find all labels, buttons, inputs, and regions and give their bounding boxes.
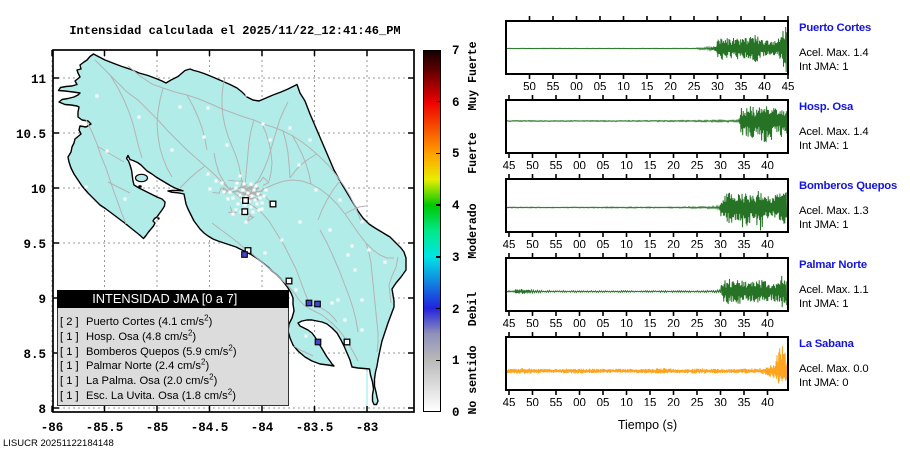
svg-text:25: 25 bbox=[691, 319, 704, 328]
svg-text:50: 50 bbox=[526, 240, 539, 249]
svg-text:10: 10 bbox=[620, 398, 633, 407]
svg-text:05: 05 bbox=[597, 161, 610, 170]
svg-text:20: 20 bbox=[667, 319, 680, 328]
svg-text:30: 30 bbox=[714, 240, 727, 249]
svg-text:25: 25 bbox=[688, 82, 701, 91]
svg-text:15: 15 bbox=[641, 82, 654, 91]
svg-text:10: 10 bbox=[620, 319, 633, 328]
svg-text:00: 00 bbox=[570, 82, 583, 91]
svg-text:20: 20 bbox=[667, 240, 680, 249]
svg-text:35: 35 bbox=[738, 319, 751, 328]
svg-text:30: 30 bbox=[714, 398, 727, 407]
svg-text:05: 05 bbox=[597, 398, 610, 407]
svg-text:15: 15 bbox=[644, 398, 657, 407]
svg-text:25: 25 bbox=[691, 240, 704, 249]
svg-text:35: 35 bbox=[735, 82, 748, 91]
svg-text:05: 05 bbox=[594, 82, 607, 91]
svg-text:45: 45 bbox=[503, 398, 516, 407]
svg-text:15: 15 bbox=[644, 161, 657, 170]
svg-text:50: 50 bbox=[523, 82, 536, 91]
svg-text:40: 40 bbox=[761, 240, 774, 249]
svg-text:20: 20 bbox=[667, 161, 680, 170]
svg-text:55: 55 bbox=[547, 82, 560, 91]
svg-text:40: 40 bbox=[761, 398, 774, 407]
svg-text:30: 30 bbox=[711, 82, 724, 91]
svg-text:50: 50 bbox=[526, 398, 539, 407]
svg-text:00: 00 bbox=[573, 319, 586, 328]
svg-text:00: 00 bbox=[573, 240, 586, 249]
svg-text:05: 05 bbox=[597, 319, 610, 328]
svg-text:10: 10 bbox=[620, 240, 633, 249]
svg-text:45: 45 bbox=[503, 161, 516, 170]
svg-text:30: 30 bbox=[714, 319, 727, 328]
svg-text:25: 25 bbox=[691, 161, 704, 170]
svg-text:50: 50 bbox=[526, 161, 539, 170]
svg-text:10: 10 bbox=[620, 161, 633, 170]
svg-text:00: 00 bbox=[573, 161, 586, 170]
svg-text:35: 35 bbox=[738, 398, 751, 407]
svg-text:20: 20 bbox=[667, 398, 680, 407]
svg-text:40: 40 bbox=[758, 82, 771, 91]
svg-text:00: 00 bbox=[573, 398, 586, 407]
svg-text:45: 45 bbox=[503, 319, 516, 328]
svg-text:30: 30 bbox=[714, 161, 727, 170]
svg-text:40: 40 bbox=[761, 161, 774, 170]
svg-text:45: 45 bbox=[503, 240, 516, 249]
svg-text:35: 35 bbox=[738, 240, 751, 249]
svg-text:55: 55 bbox=[550, 240, 563, 249]
svg-text:55: 55 bbox=[550, 319, 563, 328]
svg-text:50: 50 bbox=[526, 319, 539, 328]
svg-text:55: 55 bbox=[550, 398, 563, 407]
svg-text:40: 40 bbox=[761, 319, 774, 328]
svg-text:45: 45 bbox=[782, 82, 795, 91]
svg-text:25: 25 bbox=[691, 398, 704, 407]
svg-text:35: 35 bbox=[738, 161, 751, 170]
svg-text:15: 15 bbox=[644, 240, 657, 249]
svg-text:05: 05 bbox=[597, 240, 610, 249]
svg-text:10: 10 bbox=[617, 82, 630, 91]
svg-text:15: 15 bbox=[644, 319, 657, 328]
svg-text:55: 55 bbox=[550, 161, 563, 170]
svg-text:20: 20 bbox=[664, 82, 677, 91]
